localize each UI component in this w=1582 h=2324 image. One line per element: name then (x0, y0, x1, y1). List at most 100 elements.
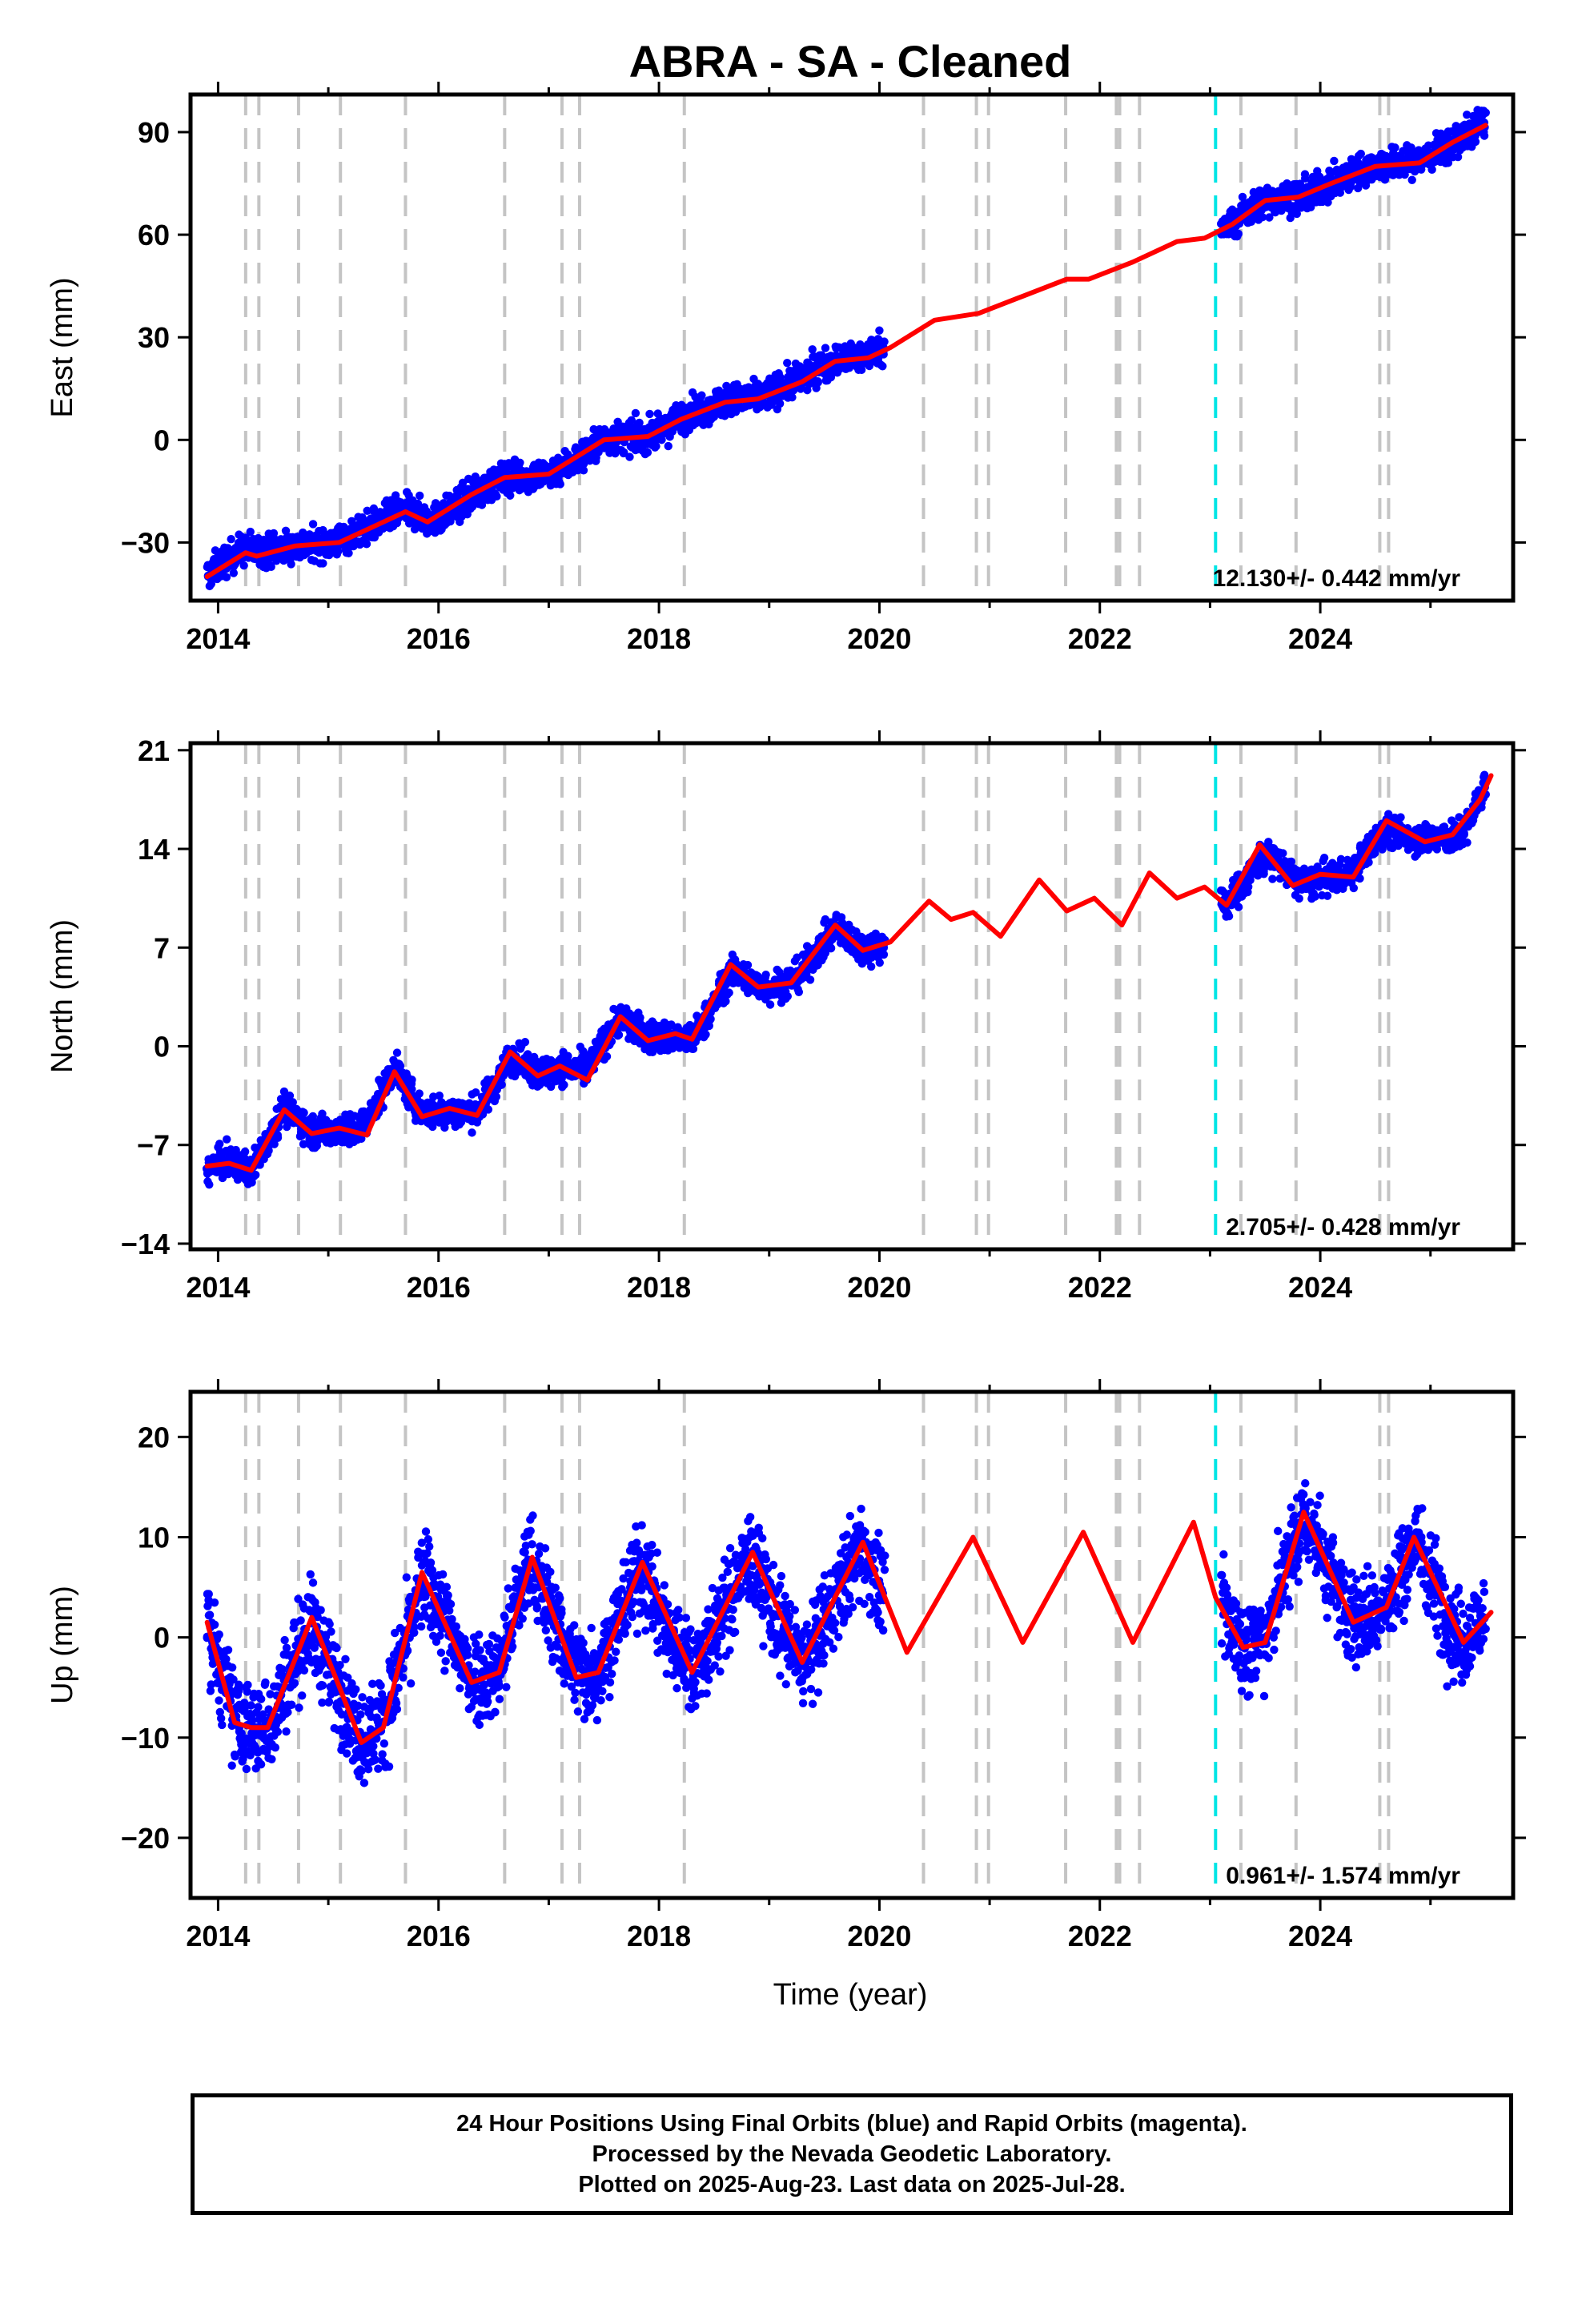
observation-points (203, 106, 1490, 591)
observation-point (319, 559, 327, 568)
observation-point (765, 1000, 775, 1009)
observation-point (602, 1051, 612, 1061)
observation-point (1307, 203, 1315, 211)
observation-point (287, 560, 295, 569)
observation-point (413, 499, 423, 509)
observation-point (1258, 212, 1267, 222)
observation-point (492, 492, 501, 501)
observation-point (1364, 858, 1373, 867)
observation-point (1349, 883, 1359, 893)
model-fit-line (204, 123, 1488, 580)
observation-point (826, 943, 836, 953)
y-tick-label: 60 (138, 219, 170, 251)
y-axis-label: East (mm) (46, 277, 79, 417)
observation-point (362, 540, 371, 549)
observation-point (1407, 175, 1416, 184)
x-tick-label: 2024 (1288, 622, 1352, 655)
observation-point (875, 326, 884, 335)
observation-point (215, 1140, 224, 1148)
observation-point (794, 987, 804, 996)
plot-title: ABRA - SA - Cleaned (629, 36, 1072, 86)
observation-point (879, 950, 889, 959)
observation-point (227, 534, 235, 544)
observation-point (318, 1109, 327, 1118)
observation-point (1323, 891, 1332, 900)
x-tick-label: 2018 (627, 622, 691, 655)
rate-label: 12.130+/- 0.442 mm/yr (1213, 565, 1461, 592)
observation-point (207, 579, 216, 589)
observation-point (1481, 108, 1490, 117)
observation-point (866, 962, 876, 971)
observation-point (689, 1044, 698, 1054)
observation-point (288, 1098, 297, 1107)
observation-point (299, 1108, 308, 1117)
observation-point (272, 557, 281, 565)
observation-point (408, 1076, 416, 1084)
observation-point (857, 365, 866, 375)
observation-point (701, 1030, 710, 1039)
observation-point (1234, 229, 1243, 239)
observation-point (435, 1091, 444, 1100)
observation-point (880, 337, 889, 346)
observation-point (222, 573, 231, 582)
observation-point (1453, 152, 1463, 162)
observation-point (1311, 892, 1319, 901)
observation-point (664, 441, 673, 451)
observation-point (725, 988, 733, 997)
observation-point (1246, 875, 1255, 885)
y-tick-label: 0 (154, 424, 170, 456)
observation-point (808, 345, 817, 354)
observation-point (706, 1015, 715, 1023)
observation-point (1234, 903, 1243, 911)
observation-point (1330, 156, 1339, 166)
x-axis-label: Time (year) (773, 1978, 928, 2012)
observation-point (697, 391, 706, 400)
observation-point (657, 436, 666, 444)
observation-point (391, 491, 400, 500)
observation-point (631, 408, 640, 418)
observation-point (1295, 894, 1303, 903)
observation-point (281, 526, 291, 535)
observation-point (1264, 838, 1273, 846)
observation-point (636, 1013, 644, 1022)
observation-point (440, 1123, 449, 1132)
x-tick-label: 2020 (847, 622, 911, 655)
panel-content (203, 94, 1490, 601)
observation-point (878, 362, 887, 371)
observation-point (564, 1051, 572, 1060)
observation-point (1301, 174, 1310, 183)
observation-point (240, 1147, 250, 1156)
observation-point (223, 1135, 231, 1144)
y-tick-label: 90 (138, 116, 170, 149)
observation-point (520, 1038, 530, 1047)
observation-point (1471, 137, 1480, 147)
observation-point (251, 1170, 260, 1180)
observation-point (614, 1031, 624, 1039)
x-tick-label: 2016 (407, 622, 471, 655)
observation-point (497, 1080, 506, 1089)
observation-point (776, 372, 785, 382)
observation-point (506, 491, 515, 500)
observation-point (1319, 853, 1329, 862)
observation-point (1243, 883, 1253, 891)
y-tick-label: 30 (138, 321, 170, 354)
observation-point (643, 448, 652, 457)
observation-point (821, 344, 830, 352)
panel-frame (188, 92, 1516, 603)
observation-point (1336, 854, 1346, 864)
observation-point (416, 491, 424, 501)
observation-point (344, 549, 353, 557)
observation-point (788, 392, 797, 402)
observation-point (1292, 209, 1301, 219)
observation-point (492, 1092, 501, 1101)
observation-point (299, 1140, 308, 1148)
observation-point (783, 358, 792, 368)
x-tick-label: 2014 (186, 622, 250, 655)
observation-point (721, 997, 730, 1006)
observation-point (205, 1180, 214, 1189)
observation-point (775, 399, 785, 408)
